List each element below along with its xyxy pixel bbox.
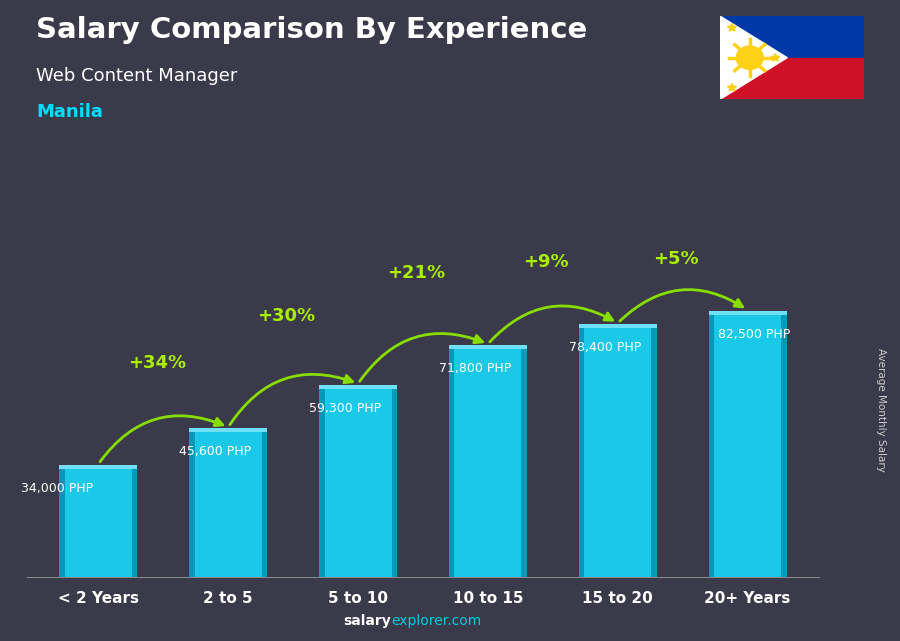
Text: explorer.com: explorer.com (392, 614, 482, 628)
Bar (449, 349, 454, 577)
Text: 34,000 PHP: 34,000 PHP (21, 482, 93, 495)
Text: Average Monthly Salary: Average Monthly Salary (877, 348, 886, 472)
Text: Web Content Manager: Web Content Manager (36, 67, 238, 85)
Text: salary: salary (344, 614, 392, 628)
Bar (708, 315, 787, 577)
Bar (521, 349, 526, 577)
Bar (189, 432, 194, 577)
Bar (392, 388, 397, 577)
Text: +9%: +9% (524, 253, 569, 271)
Bar (262, 432, 267, 577)
Polygon shape (727, 24, 736, 31)
Text: Salary Comparison By Experience: Salary Comparison By Experience (36, 16, 587, 44)
Bar (781, 315, 787, 577)
Text: +30%: +30% (257, 307, 316, 326)
Bar (720, 16, 864, 58)
Bar (708, 311, 787, 315)
Bar (59, 469, 65, 577)
Polygon shape (770, 54, 779, 61)
Bar (708, 315, 714, 577)
Bar (132, 469, 138, 577)
Bar (59, 465, 138, 469)
Circle shape (736, 46, 763, 69)
Text: 78,400 PHP: 78,400 PHP (569, 342, 641, 354)
Text: 59,300 PHP: 59,300 PHP (309, 402, 382, 415)
Text: 71,800 PHP: 71,800 PHP (439, 362, 511, 375)
Text: +34%: +34% (128, 354, 186, 372)
Bar (579, 328, 657, 577)
Polygon shape (727, 83, 736, 91)
Bar (652, 328, 657, 577)
Text: 82,500 PHP: 82,500 PHP (718, 328, 790, 342)
Bar (720, 58, 864, 99)
Polygon shape (720, 16, 788, 99)
Text: 45,600 PHP: 45,600 PHP (179, 445, 251, 458)
Bar (189, 432, 267, 577)
Text: +21%: +21% (387, 264, 446, 282)
Bar (320, 388, 397, 577)
Text: Manila: Manila (36, 103, 103, 121)
Bar (320, 385, 397, 388)
Bar (449, 349, 526, 577)
Bar (579, 324, 657, 328)
Bar (189, 428, 267, 432)
Bar (59, 469, 138, 577)
Bar (579, 328, 584, 577)
Bar (320, 388, 325, 577)
Bar (449, 345, 526, 349)
Text: +5%: +5% (653, 251, 699, 269)
